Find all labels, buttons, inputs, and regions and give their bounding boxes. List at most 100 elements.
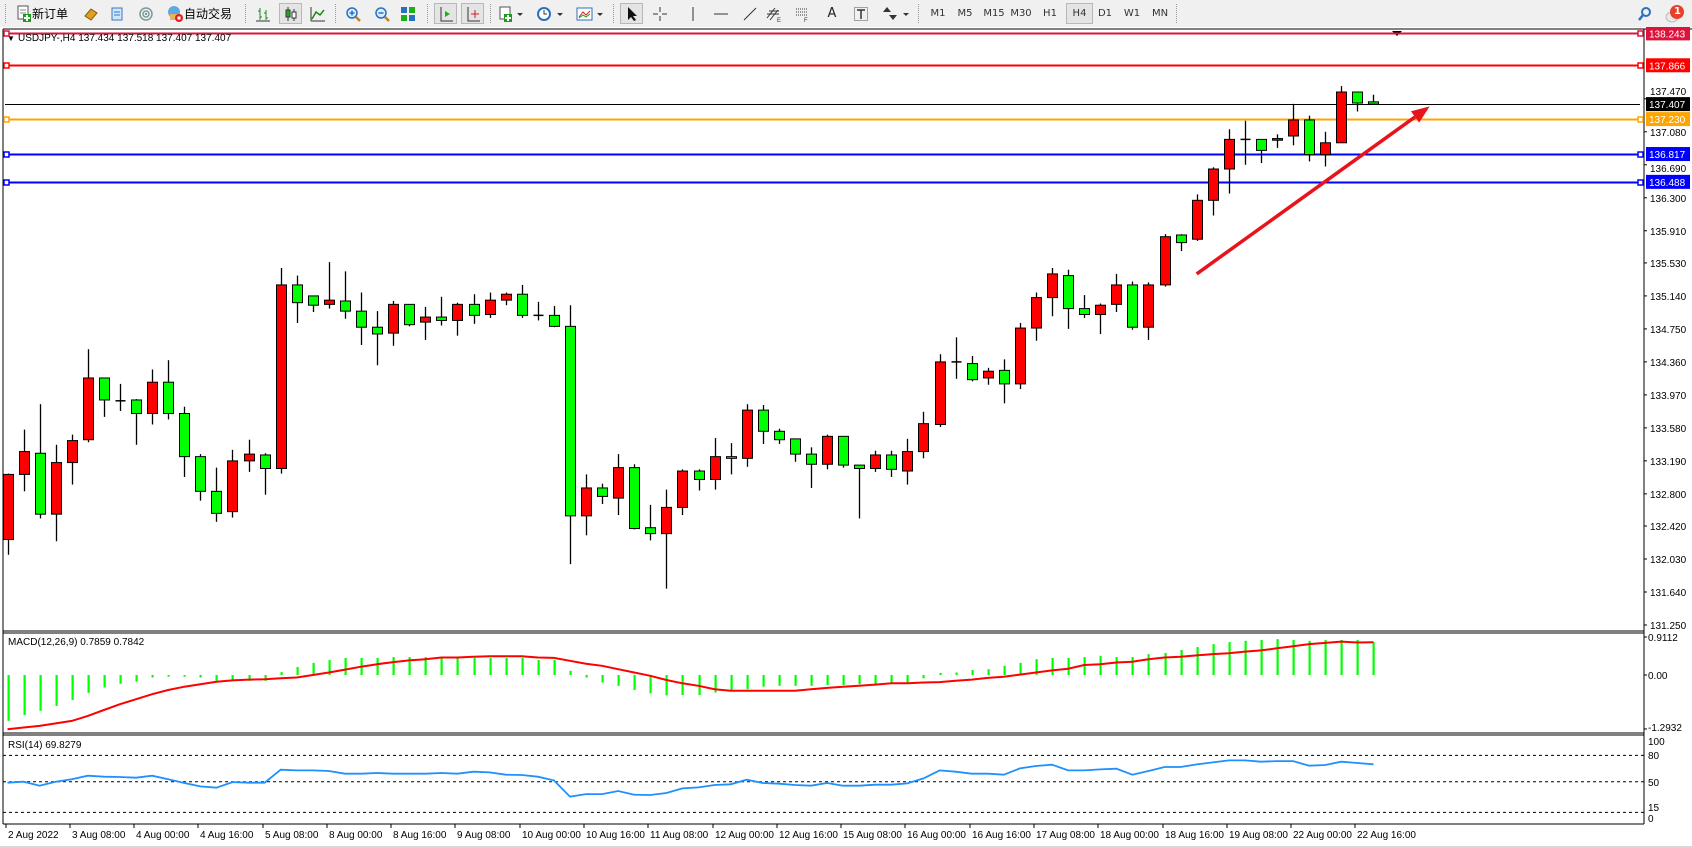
search-button[interactable]: [1634, 3, 1656, 24]
indicators-dropdown[interactable]: [494, 3, 528, 24]
search-icon: [1638, 6, 1651, 21]
time-axis-label: 17 Aug 08:00: [1036, 830, 1095, 841]
notification-button[interactable]: 1: [1662, 3, 1688, 24]
candle: [147, 369, 158, 425]
candle-body: [613, 467, 624, 499]
templates-dropdown[interactable]: [572, 3, 608, 24]
time-axis-label: 19 Aug 08:00: [1229, 830, 1288, 841]
timeframe-d1[interactable]: D1: [1097, 8, 1113, 19]
level-price-label: 136.488: [1649, 178, 1686, 189]
candle-body: [1288, 119, 1299, 137]
candle-body: [629, 467, 640, 530]
text-label-button[interactable]: [850, 3, 872, 24]
candle-body: [1063, 275, 1074, 310]
macd-histogram-bar: [778, 675, 781, 686]
data-window-button[interactable]: [106, 3, 128, 24]
toolbar-separator: [613, 4, 615, 23]
crosshair-icon: [653, 6, 667, 21]
timeframe-mn[interactable]: MN: [1151, 8, 1169, 19]
candle: [774, 428, 785, 444]
zoom-in-button[interactable]: [342, 3, 364, 24]
timeframe-w1[interactable]: W1: [1123, 8, 1141, 19]
fibonacci-button[interactable]: F: [791, 3, 813, 24]
macd-axis-label: 0.00: [1648, 671, 1668, 682]
candle-body: [372, 326, 383, 335]
candle: [179, 406, 190, 477]
candle-body: [276, 284, 287, 469]
auto-trading-button[interactable]: 自动交易: [163, 3, 235, 24]
rsi-axis-label: 50: [1648, 778, 1660, 789]
macd-histogram-bar: [167, 675, 170, 677]
horizontal-line-button[interactable]: [710, 3, 732, 24]
candle-body: [163, 381, 174, 414]
macd-histogram-bar: [328, 659, 331, 675]
vertical-line-button[interactable]: [682, 3, 704, 24]
candle-body: [35, 452, 46, 515]
new-order-icon: [17, 5, 31, 22]
market-watch-button[interactable]: [80, 3, 102, 24]
macd-histogram-bar: [248, 675, 251, 681]
price-chart[interactable]: 137.470 137.080 136.690 136.300 135.910 135.5…: [0, 27, 1692, 848]
candlestick-button[interactable]: [279, 3, 302, 24]
timeframe-h4[interactable]: H4: [1066, 3, 1093, 24]
timeframe-m15[interactable]: M15: [983, 8, 1005, 19]
candle-body: [918, 423, 929, 453]
candle: [1272, 134, 1283, 148]
candle: [1160, 234, 1171, 287]
candle-body: [292, 284, 303, 304]
trendline-icon: [743, 7, 757, 20]
arrows-dropdown[interactable]: [878, 3, 914, 24]
macd-histogram-bar: [1196, 647, 1199, 675]
signals-button[interactable]: [135, 3, 157, 24]
zoom-out-button[interactable]: [371, 3, 393, 24]
timeframe-m30[interactable]: M30: [1010, 8, 1032, 19]
macd-histogram-bar: [585, 675, 588, 678]
candle-body: [517, 293, 528, 316]
channel-button[interactable]: E: [763, 3, 785, 24]
macd-histogram-bar: [1372, 642, 1375, 675]
trendline-button[interactable]: [739, 3, 761, 24]
candle: [1192, 194, 1203, 241]
candle: [1320, 131, 1331, 167]
level-anchor-right: [1637, 62, 1644, 69]
macd-histogram-bar: [569, 670, 572, 675]
candle-body: [597, 487, 608, 497]
svg-text:E: E: [777, 18, 781, 22]
candle-body: [67, 440, 78, 464]
price-tick-label: 134.360: [1650, 358, 1687, 369]
macd-histogram-bar: [922, 675, 925, 679]
candle: [83, 349, 94, 443]
candle: [999, 359, 1010, 404]
timeframe-m1[interactable]: M1: [930, 8, 946, 19]
candle: [388, 300, 399, 346]
macd-histogram-bar: [842, 675, 845, 686]
crosshair-button[interactable]: [649, 3, 671, 24]
candle: [790, 438, 801, 462]
candle: [1176, 234, 1187, 252]
candle: [195, 454, 206, 501]
level-price-box: [1646, 58, 1690, 73]
macd-histogram-bar: [826, 675, 829, 686]
candle: [581, 474, 592, 536]
time-axis-label: 10 Aug 16:00: [586, 830, 645, 841]
tile-windows-icon: [401, 6, 415, 21]
timeframe-m5[interactable]: M5: [957, 8, 973, 19]
bar-chart-button[interactable]: [252, 3, 274, 24]
auto-scroll-button[interactable]: [461, 3, 484, 24]
chart-shift-button[interactable]: [434, 3, 457, 24]
candle-body: [501, 293, 512, 301]
periods-dropdown[interactable]: [532, 3, 568, 24]
timeframe-h1[interactable]: H1: [1043, 8, 1057, 19]
cursor-button[interactable]: [620, 3, 643, 24]
time-axis-label: 16 Aug 16:00: [972, 830, 1031, 841]
time-axis-label: 18 Aug 00:00: [1100, 830, 1159, 841]
candle-body: [147, 381, 158, 414]
new-order-button[interactable]: 新订单: [10, 3, 74, 24]
text-button[interactable]: A: [821, 3, 843, 24]
time-axis-label: 2 Aug 2022: [8, 830, 59, 841]
toolbar-separator: [918, 4, 920, 23]
bar-chart-icon: [256, 7, 270, 21]
collapse-triangle-icon[interactable]: ▼: [7, 34, 15, 43]
line-chart-button[interactable]: [307, 3, 329, 24]
tile-windows-button[interactable]: [397, 3, 419, 24]
